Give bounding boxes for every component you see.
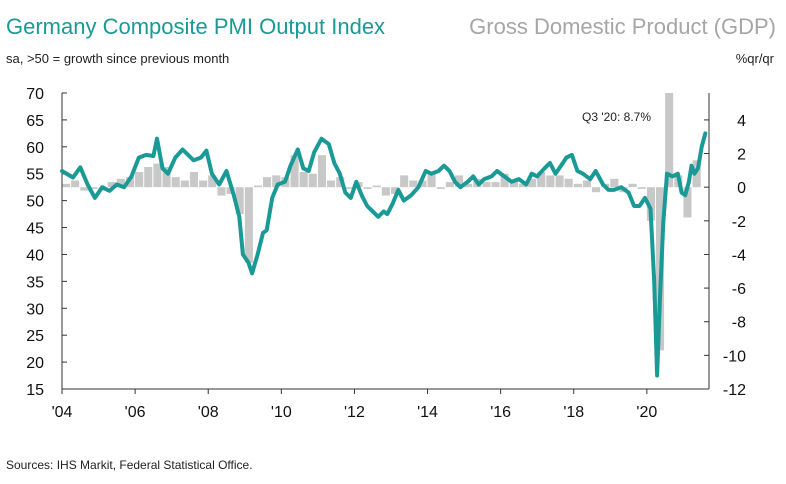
gdp-bar-31 [345,187,354,189]
x-tick-label-8: '20 [636,404,657,421]
right-tick-label-0: 0 [737,180,746,197]
gdp-bar-60 [610,178,619,188]
left-tick-label-70: 70 [26,86,44,103]
gdp-bar-55 [564,178,573,188]
gdp-bar-56 [573,183,582,188]
left-axis-label: sa, >50 = growth since previous month [6,51,230,66]
gdp-bar-37 [400,175,409,188]
gdp-bar-21 [253,185,262,188]
left-tick-label-60: 60 [26,140,44,157]
x-tick-label-0: '04 [52,404,73,421]
left-tick-label-30: 30 [26,301,44,318]
gdp-bar-57 [582,180,591,188]
gdp-bar-42 [445,182,454,188]
left-tick-label-20: 20 [26,355,44,372]
left-tick-label-55: 55 [26,167,44,184]
gdp-bar-3 [89,187,98,189]
gdp-bar-47 [491,182,500,188]
x-tick-label-3: '10 [271,404,292,421]
gdp-bar-16 [208,175,217,188]
left-tick-label-40: 40 [26,247,44,264]
left-tick-label-65: 65 [26,113,44,130]
gdp-bar-44 [464,183,473,188]
gdp-bar-68 [683,187,692,218]
right-tick-label--4: -4 [732,247,746,264]
gdp-bar-64 [646,187,655,221]
left-tick-label-45: 45 [26,221,44,238]
gdp-bar-2 [80,187,89,191]
chart-axes: 706560555045403530252015420-2-4-6-8-10-1… [26,86,746,421]
right-tick-label-4: 4 [737,113,746,130]
gdp-bar-10 [153,163,162,188]
gdp-bar-53 [546,175,555,188]
gdp-bar-63 [637,187,646,189]
x-tick-label-4: '12 [344,404,365,421]
x-tick-label-6: '16 [490,404,511,421]
gdp-bar-13 [180,180,189,188]
right-tick-label--2: -2 [732,214,746,231]
chart-title-right: Gross Domestic Product (GDP) [469,14,776,39]
chart-title: Germany Composite PMI Output Index [6,14,386,39]
gdp-bar-0 [62,183,71,188]
gdp-bar-8 [135,172,144,188]
gdp-bar-12 [171,177,180,188]
x-tick-label-1: '06 [125,404,146,421]
gdp-bar-9 [144,167,153,188]
gdp-bar-39 [418,180,427,188]
gdp-bar-7 [126,177,135,188]
gdp-bars [62,93,701,351]
gdp-bar-40 [427,173,436,188]
gdp-bar-66 [665,93,674,188]
right-tick-label--10: -10 [723,348,746,365]
gdp-bar-51 [528,178,537,188]
pmi-line [60,131,708,378]
gdp-bar-54 [555,175,564,188]
gdp-bar-36 [391,187,400,194]
gdp-bar-5 [107,182,116,188]
left-tick-label-25: 25 [26,328,44,345]
gdp-bar-35 [381,187,390,196]
gdp-bar-34 [372,185,381,188]
gdp-bar-29 [327,180,336,188]
right-tick-label--6: -6 [732,281,746,298]
x-tick-label-2: '08 [198,404,219,421]
right-tick-label--8: -8 [732,315,746,332]
gdp-bar-58 [592,187,601,193]
left-tick-label-50: 50 [26,194,44,211]
right-tick-label--12: -12 [723,382,746,399]
gdp-bar-46 [482,182,491,188]
left-tick-label-35: 35 [26,274,44,291]
gdp-bar-62 [628,183,637,188]
gdp-bar-52 [537,172,546,188]
gdp-annotation: Q3 '20: 8.7% [582,110,651,124]
gdp-bar-6 [116,178,125,188]
gdp-bar-28 [317,155,326,188]
right-tick-label-2: 2 [737,147,746,164]
gdp-bar-26 [299,172,308,188]
gdp-bar-48 [500,173,509,188]
gdp-bar-22 [263,177,272,188]
gdp-bar-33 [363,187,372,189]
source-note: Sources: IHS Markit, Federal Statistical… [6,458,253,472]
gdp-bar-19 [235,187,244,215]
gdp-bar-14 [189,172,198,188]
gdp-bar-15 [199,180,208,188]
gdp-bar-41 [436,187,445,189]
gdp-bar-43 [455,175,464,188]
x-tick-label-5: '14 [417,404,438,421]
left-tick-label-15: 15 [26,382,44,399]
gdp-bar-1 [71,180,80,188]
gdp-bar-27 [308,173,317,188]
gdp-bar-11 [162,167,171,188]
gdp-bar-17 [217,187,226,196]
gdp-bar-25 [290,155,299,188]
gdp-bar-50 [518,183,527,188]
right-axis-label: %qr/qr [735,51,774,66]
x-tick-label-7: '18 [563,404,584,421]
gdp-bar-38 [409,180,418,188]
gdp-bar-49 [509,180,518,188]
gdp-bar-23 [272,175,281,188]
gdp-bar-20 [244,187,253,263]
